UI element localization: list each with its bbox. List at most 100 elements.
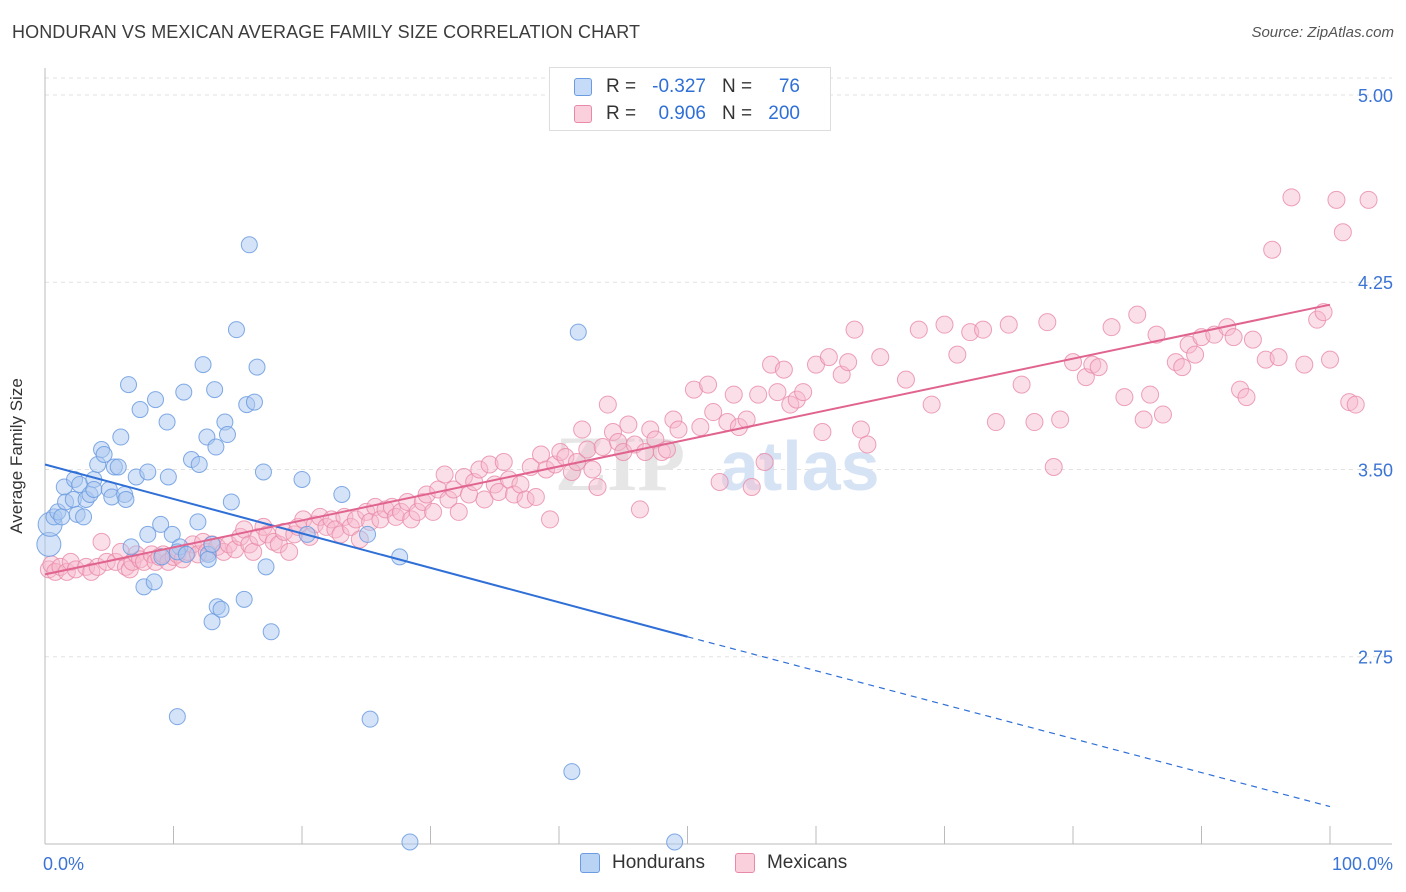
legend-swatch-hondurans xyxy=(574,78,592,96)
data-point-mexicans xyxy=(710,472,729,491)
data-point-hondurans xyxy=(257,558,275,576)
data-point-mexicans xyxy=(669,420,688,439)
data-point-mexicans xyxy=(516,490,535,509)
legend-item-mexicans[interactable]: Mexicans xyxy=(734,852,847,874)
data-point-mexicans xyxy=(346,510,365,529)
legend-swatch-mexicans xyxy=(734,853,755,873)
data-point-mexicans xyxy=(489,482,508,501)
trend-line-hondurans xyxy=(44,463,688,638)
data-point-mexicans xyxy=(922,395,941,414)
data-point-hondurans xyxy=(401,833,419,851)
data-point-hondurans xyxy=(159,468,177,486)
data-point-mexicans xyxy=(1327,190,1346,209)
legend-item-hondurans[interactable]: Hondurans xyxy=(580,852,705,874)
data-point-mexicans xyxy=(1237,388,1256,407)
data-point-mexicans xyxy=(1321,350,1339,369)
data-point-mexicans xyxy=(845,320,864,339)
y-tick-label: 3.50 xyxy=(1358,460,1393,480)
data-point-mexicans xyxy=(1044,457,1063,476)
data-point-mexicans xyxy=(578,440,597,459)
data-point-hondurans xyxy=(158,413,176,431)
data-point-hondurans xyxy=(139,463,157,481)
data-point-mexicans xyxy=(768,383,787,402)
data-point-hondurans xyxy=(85,480,103,498)
data-point-hondurans xyxy=(139,525,157,543)
legend-n-label: N = xyxy=(722,76,753,97)
data-point-mexicans xyxy=(1147,325,1166,344)
data-point-mexicans xyxy=(424,502,443,521)
data-point-mexicans xyxy=(1134,410,1153,429)
data-point-hondurans xyxy=(177,545,195,563)
data-point-mexicans xyxy=(986,413,1005,432)
data-point-mexicans xyxy=(541,510,560,529)
data-point-hondurans xyxy=(293,470,311,488)
data-point-mexicans xyxy=(684,380,703,399)
data-point-hondurans xyxy=(189,513,207,531)
data-point-mexicans xyxy=(999,315,1018,334)
data-point-mexicans xyxy=(280,542,299,561)
data-point-mexicans xyxy=(551,443,570,462)
data-point-hondurans xyxy=(109,458,127,476)
data-point-mexicans xyxy=(774,360,793,379)
stats-legend: R = -0.327 N = 76 R = 0.906 N = 200 xyxy=(549,67,831,131)
data-point-mexicans xyxy=(1359,190,1378,209)
data-point-mexicans xyxy=(402,510,421,529)
watermark: ZIP atlas xyxy=(555,420,880,507)
data-point-mexicans xyxy=(1231,380,1250,399)
data-point-mexicans xyxy=(1128,305,1147,324)
data-point-mexicans xyxy=(839,353,858,372)
legend-n-value: 200 xyxy=(768,103,800,124)
legend-swatch-hondurans xyxy=(580,853,600,873)
data-point-hondurans xyxy=(168,708,186,726)
data-point-hondurans xyxy=(206,381,224,399)
data-point-hondurans xyxy=(152,515,170,533)
data-point-mexicans xyxy=(511,475,530,494)
data-point-mexicans xyxy=(244,542,263,561)
data-point-mexicans xyxy=(724,385,743,404)
data-point-hondurans xyxy=(131,401,149,419)
legend-row-hondurans: R = -0.327 N = 76 xyxy=(574,76,800,98)
data-point-mexicans xyxy=(652,443,671,462)
data-point-mexicans xyxy=(948,345,967,364)
watermark-atlas: atlas xyxy=(720,427,880,505)
data-point-mexicans xyxy=(630,500,649,519)
data-point-mexicans xyxy=(619,415,638,434)
data-point-mexicans xyxy=(871,348,890,367)
source-label: Source: ZipAtlas.com xyxy=(1251,24,1394,41)
data-point-mexicans xyxy=(1153,405,1172,424)
data-point-mexicans xyxy=(1333,223,1352,242)
data-point-mexicans xyxy=(603,423,622,442)
data-point-mexicans xyxy=(439,490,458,509)
series-legend: Hondurans Mexicans xyxy=(580,852,877,874)
data-point-mexicans xyxy=(664,410,683,429)
data-point-mexicans xyxy=(742,477,761,496)
data-point-hondurans xyxy=(199,550,217,568)
data-point-mexicans xyxy=(858,435,877,454)
data-point-hondurans xyxy=(359,525,377,543)
data-point-hondurans xyxy=(222,493,240,511)
data-point-hondurans xyxy=(212,600,230,618)
x-tick-label: 0.0% xyxy=(43,854,84,874)
data-point-mexicans xyxy=(699,375,718,394)
tick-labels: 2.75 3.50 4.25 5.00 0.0% 100.0% xyxy=(43,86,1393,874)
data-point-mexicans xyxy=(704,403,723,422)
data-point-hondurans xyxy=(333,485,351,503)
data-point-mexicans xyxy=(386,507,405,526)
trend-lines xyxy=(44,303,1331,808)
data-point-hondurans xyxy=(190,455,208,473)
data-point-mexicans xyxy=(480,455,499,474)
legend-n-value: 76 xyxy=(778,76,800,97)
data-point-mexicans xyxy=(794,383,813,402)
data-point-mexicans xyxy=(1346,395,1365,414)
trend-line-mexicans xyxy=(44,303,1331,576)
data-point-hondurans xyxy=(194,356,212,374)
data-point-mexicans xyxy=(1173,358,1192,377)
chart-title: HONDURAN VS MEXICAN AVERAGE FAMILY SIZE … xyxy=(12,22,641,42)
data-point-hondurans xyxy=(53,508,71,526)
data-point-mexicans xyxy=(1243,330,1262,349)
trend-line-hondurans-extension xyxy=(687,636,1331,808)
legend-r-value: 0.906 xyxy=(658,103,706,124)
legend-swatch-mexicans xyxy=(574,105,592,123)
data-point-hondurans xyxy=(391,548,409,566)
